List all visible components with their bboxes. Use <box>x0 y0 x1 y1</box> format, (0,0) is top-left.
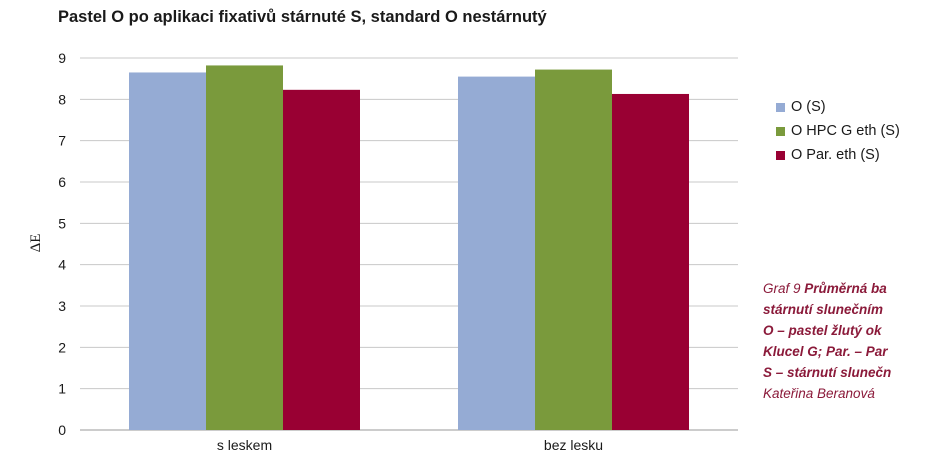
caption-author: Kateřina Beranová <box>763 386 875 401</box>
y-tick-label: 8 <box>58 91 66 107</box>
y-tick-label: 1 <box>58 381 66 397</box>
y-tick-label: 3 <box>58 298 66 314</box>
category-labels: s leskem bez lesku <box>217 437 603 453</box>
bar <box>612 93 689 431</box>
y-tick-label: 0 <box>58 422 66 438</box>
bars <box>129 65 689 431</box>
category-label: s leskem <box>217 437 272 453</box>
legend-item: O (S) <box>776 95 900 119</box>
y-tick-label: 7 <box>58 133 66 149</box>
category-label: bez lesku <box>544 437 603 453</box>
y-tick-label: 2 <box>58 339 66 355</box>
bar <box>535 69 612 430</box>
bar <box>129 72 206 430</box>
y-tick-label: 5 <box>58 215 66 231</box>
caption-line-3: O – pastel žlutý ok <box>763 323 882 338</box>
legend-item: O Par. eth (S) <box>776 143 900 167</box>
bar <box>458 76 535 430</box>
legend-item: O HPC G eth (S) <box>776 119 900 143</box>
bar <box>283 89 360 431</box>
y-tick-label: 9 <box>58 50 66 66</box>
legend: O (S) O HPC G eth (S) O Par. eth (S) <box>776 95 900 167</box>
y-tick-label: 4 <box>58 257 66 273</box>
legend-label: O (S) <box>791 99 826 115</box>
chart-title: Pastel O po aplikaci fixativů stárnuté S… <box>58 8 547 26</box>
caption-line-2: stárnutí slunečním <box>763 302 884 317</box>
figure-caption: Graf 9 Průměrná ba stárnutí slunečním O … <box>763 278 941 404</box>
legend-label: O HPC G eth (S) <box>791 123 900 139</box>
legend-label: O Par. eth (S) <box>791 147 880 163</box>
legend-swatch <box>776 126 785 136</box>
y-axis-label: ΔE <box>28 234 44 253</box>
bar <box>206 65 283 430</box>
y-tick-labels: 0 1 2 3 4 5 6 7 8 9 <box>58 50 66 438</box>
legend-swatch <box>776 102 785 112</box>
bar-chart: 0 1 2 3 4 5 6 7 8 9 s leskem bez lesku ΔE <box>28 50 738 453</box>
y-tick-label: 6 <box>58 174 66 190</box>
legend-swatch <box>776 150 785 160</box>
caption-line-1: Graf 9 Průměrná ba <box>763 281 887 296</box>
caption-line-5: S – stárnutí slunečn <box>763 365 892 380</box>
caption-line-4: Klucel G; Par. – Par <box>763 344 888 359</box>
